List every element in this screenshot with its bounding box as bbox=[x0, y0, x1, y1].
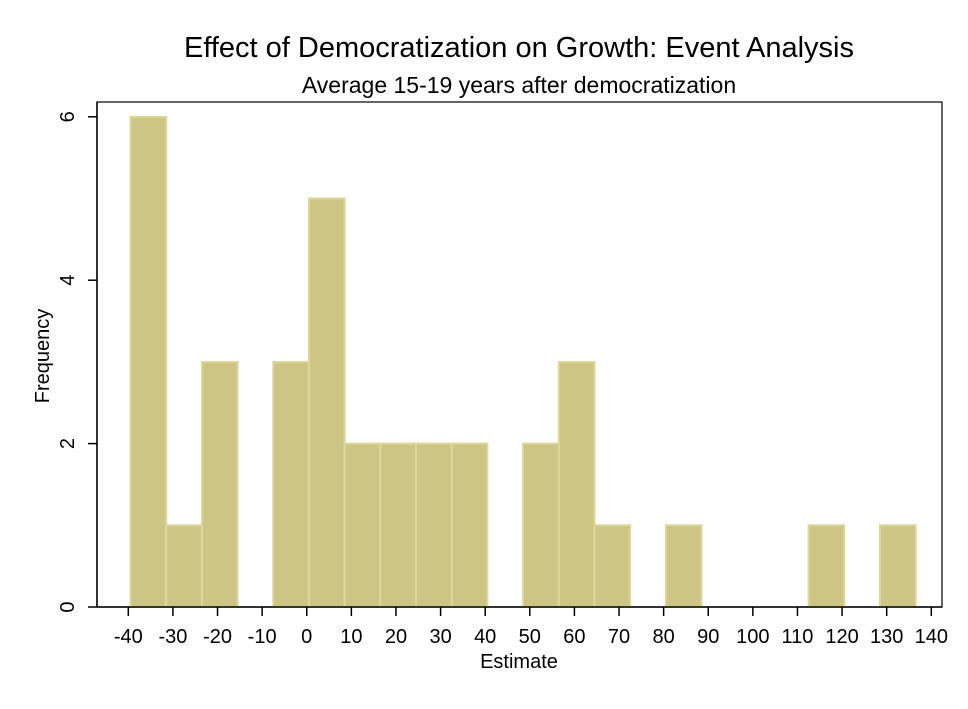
y-axis-ticks: 0 2 4 6 bbox=[57, 111, 97, 613]
y-axis-label: Frequency bbox=[32, 309, 54, 404]
x-tick-label: 60 bbox=[563, 626, 585, 648]
histogram-bar bbox=[200, 360, 239, 608]
x-tick-label: 130 bbox=[870, 626, 903, 648]
y-tick-label: 2 bbox=[57, 438, 79, 449]
histogram-bar bbox=[557, 360, 596, 608]
x-tick-label: -30 bbox=[158, 626, 187, 648]
histogram-bar bbox=[379, 442, 418, 608]
x-tick-label: 70 bbox=[608, 626, 630, 648]
x-tick-label: 120 bbox=[825, 626, 858, 648]
x-tick-label: 50 bbox=[519, 626, 541, 648]
histogram-bar bbox=[129, 115, 168, 609]
x-tick-label: 140 bbox=[915, 626, 948, 648]
x-axis-ticks: -40 -30 -20 -10 0 10 20 30 40 50 60 70 80 90 100 110 120… bbox=[114, 607, 948, 648]
histogram-bar bbox=[879, 524, 917, 608]
histogram-bar bbox=[450, 442, 489, 608]
histogram-bars bbox=[129, 115, 917, 609]
x-tick-label: 20 bbox=[385, 626, 407, 648]
x-tick-label: 90 bbox=[697, 626, 719, 648]
x-tick-label: -40 bbox=[114, 626, 143, 648]
histogram-bar bbox=[522, 442, 560, 608]
x-tick-label: -20 bbox=[203, 626, 232, 648]
histogram-bar bbox=[664, 524, 703, 608]
histogram-bar bbox=[272, 360, 310, 608]
y-tick-label: 6 bbox=[57, 111, 79, 122]
histogram-bar bbox=[165, 524, 203, 608]
x-tick-label: 100 bbox=[736, 626, 769, 648]
x-tick-label: 40 bbox=[474, 626, 496, 648]
chart-subtitle: Average 15-19 years after democratizatio… bbox=[302, 72, 736, 98]
histogram-bar bbox=[307, 197, 346, 608]
histogram-bar bbox=[343, 442, 382, 608]
y-tick-label: 0 bbox=[57, 601, 79, 612]
x-tick-label: 10 bbox=[340, 626, 362, 648]
chart-title: Effect of Democratization on Growth: Eve… bbox=[184, 32, 854, 64]
histogram-bar bbox=[593, 524, 632, 608]
x-tick-label: -10 bbox=[248, 626, 277, 648]
histogram-bar bbox=[415, 442, 453, 608]
histogram-bar bbox=[807, 524, 846, 608]
x-tick-label: 110 bbox=[782, 626, 814, 648]
x-tick-label: 0 bbox=[301, 626, 312, 648]
x-tick-label: 80 bbox=[653, 626, 675, 648]
x-tick-label: 30 bbox=[429, 626, 451, 648]
x-axis-label: Estimate bbox=[480, 651, 558, 673]
y-tick-label: 4 bbox=[57, 275, 79, 286]
